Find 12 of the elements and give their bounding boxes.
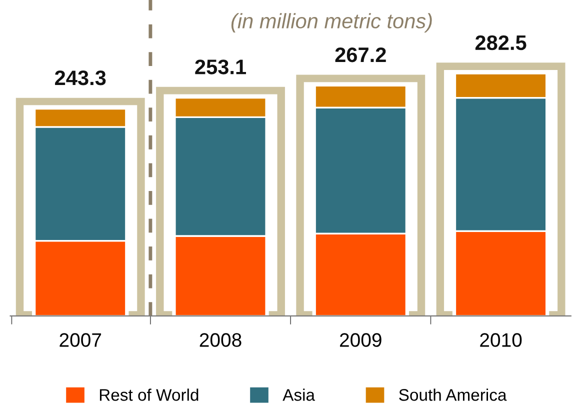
- annotation: 267.2: [335, 47, 386, 62]
- x-tick-label: 2008: [200, 333, 242, 347]
- legend-label: Rest of World: [100, 388, 198, 401]
- chart-subtitle: (in million metric tons): [231, 13, 432, 33]
- x-tick-label: 2010: [480, 333, 522, 347]
- legend-label: South America: [399, 388, 507, 401]
- annotation: 243.3: [55, 70, 106, 86]
- annotation: 253.1: [195, 60, 246, 74]
- legend-label: Asia: [282, 388, 316, 401]
- annotation: 282.5: [475, 35, 526, 50]
- x-tick-label: 2009: [340, 333, 382, 347]
- x-tick-label: 2007: [60, 333, 102, 347]
